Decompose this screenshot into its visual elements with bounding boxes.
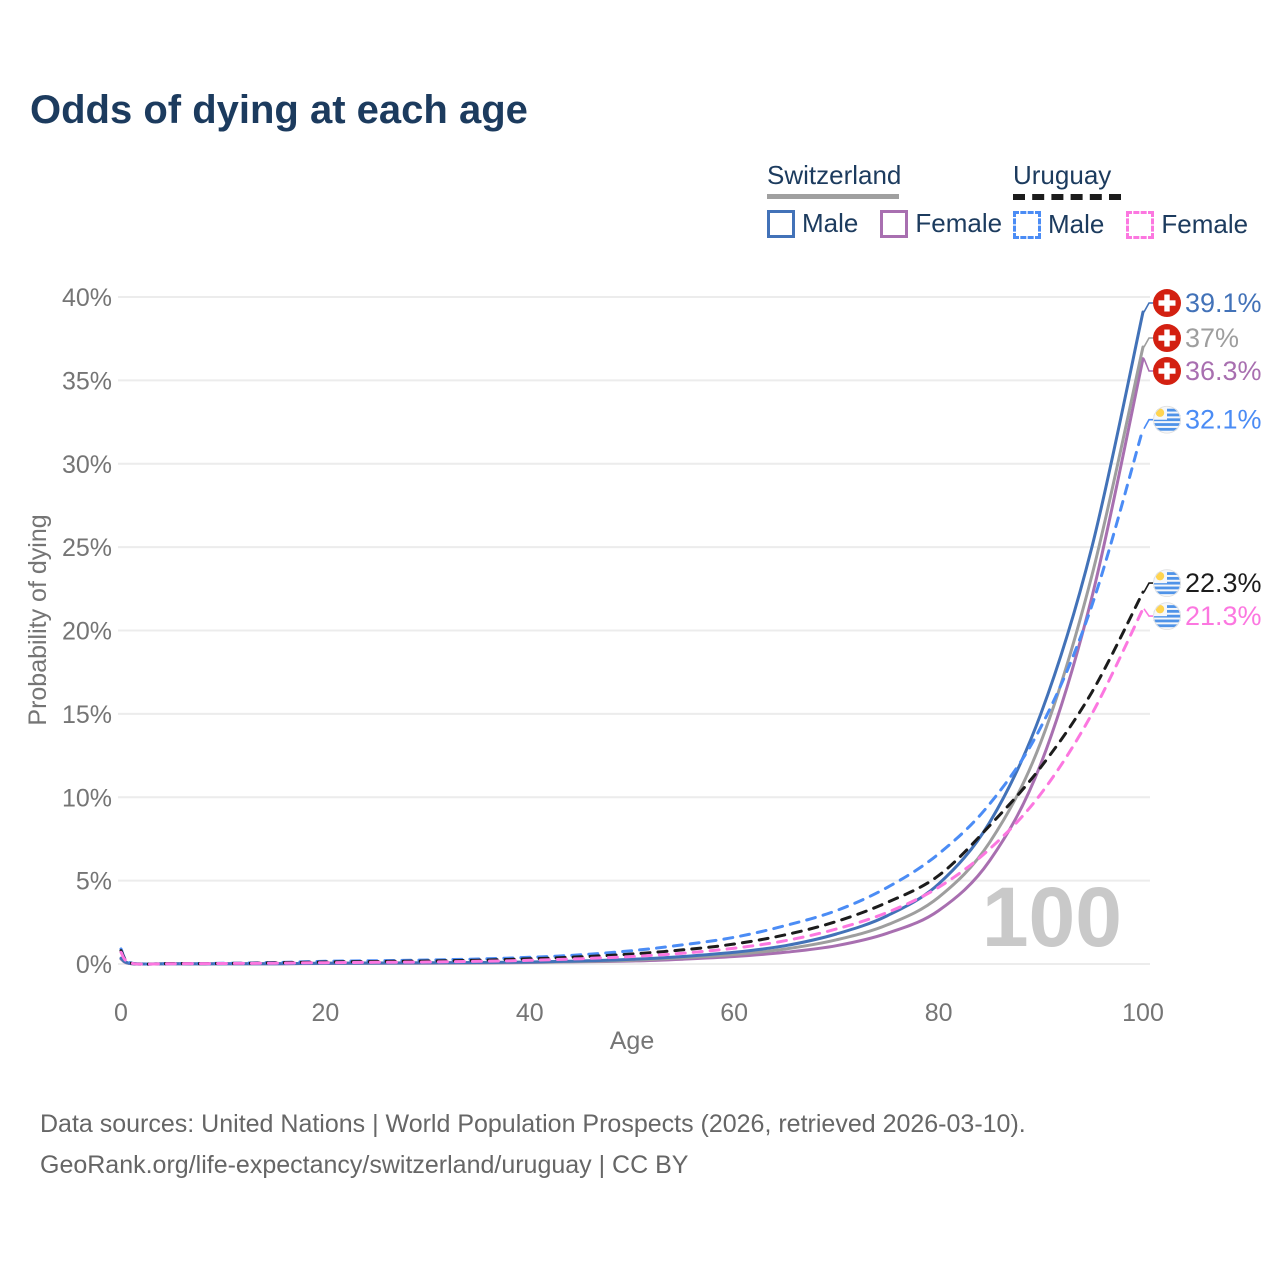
end-label-value: 32.1% [1185, 405, 1262, 435]
uruguay-flag-icon [1153, 405, 1181, 434]
end-label-value: 22.3% [1185, 568, 1262, 598]
end-label-value: 39.1% [1185, 288, 1262, 318]
end-label-value: 21.3% [1185, 601, 1262, 631]
legend-label: Female [915, 208, 1003, 238]
y-axis-tick-labels: 0% 5% 10% 15% 20% 25% 30% 35% 40% [62, 284, 112, 979]
end-label-uruguay-both: 22.3% [1143, 568, 1262, 598]
y-tick-label: 0% [76, 951, 112, 979]
legend-underline-uruguay [1013, 194, 1121, 200]
y-tick-label: 20% [62, 618, 112, 646]
swatch-dashed-female [1126, 210, 1155, 239]
y-tick-label: 5% [76, 868, 112, 896]
x-tick-label: 20 [311, 999, 339, 1027]
y-tick-label: 35% [62, 367, 112, 395]
series-line-switzerland-male [119, 310, 1145, 966]
y-axis-title: Probability of dying [24, 514, 52, 725]
label-leader-line [1143, 608, 1153, 617]
legend-item-switzerland-female[interactable]: Female [880, 208, 1002, 239]
legend-country-uruguay: Uruguay [1013, 160, 1112, 190]
watermark-age-100: 100 [982, 870, 1122, 964]
series-line-uruguay-female [119, 607, 1145, 966]
x-tick-label: 0 [114, 999, 128, 1027]
legend-underline-switzerland [767, 194, 899, 199]
y-tick-label: 15% [62, 701, 112, 729]
footer-data-sources: Data sources: United Nations | World Pop… [40, 1110, 1026, 1138]
y-tick-label: 10% [62, 784, 112, 812]
y-tick-label: 25% [62, 534, 112, 562]
series-lines [119, 310, 1145, 966]
page-title: Odds of dying at each age [30, 88, 528, 132]
footer-attribution: GeoRank.org/life-expectancy/switzerland/… [40, 1151, 689, 1179]
switzerland-flag-icon [1153, 289, 1181, 318]
legend-country-switzerland: Switzerland [767, 160, 902, 190]
x-axis-tick-labels: 0 20 40 60 80 100 [114, 999, 1164, 1027]
end-label-value: 37% [1185, 323, 1239, 353]
uruguay-flag-icon [1153, 602, 1181, 631]
y-tick-label: 30% [62, 451, 112, 479]
legend-group-switzerland: Switzerland Male Female [767, 160, 1002, 239]
y-tick-label: 40% [62, 284, 112, 312]
uruguay-flag-icon [1153, 569, 1181, 598]
x-axis-title: Age [610, 1027, 654, 1055]
end-label-switzerland-male: 39.1% [1143, 288, 1262, 318]
swatch-solid-female [880, 209, 909, 238]
swatch-solid-male [767, 209, 795, 238]
label-leader-line [1143, 582, 1153, 593]
x-tick-label: 40 [516, 999, 544, 1027]
switzerland-flag-icon [1153, 324, 1181, 353]
legend-item-uruguay-male[interactable]: Male [1013, 209, 1104, 240]
footer: Data sources: United Nations | World Pop… [40, 1104, 1026, 1186]
gridlines [118, 296, 1150, 965]
end-label-value: 36.3% [1185, 356, 1262, 386]
legend-item-uruguay-female[interactable]: Female [1126, 209, 1248, 240]
legend-label: Male [802, 208, 859, 238]
legend-group-uruguay: Uruguay Male Female [1013, 160, 1248, 240]
switzerland-flag-icon [1153, 357, 1181, 386]
x-tick-label: 80 [925, 999, 953, 1027]
end-label-uruguay-male: 32.1% [1143, 405, 1262, 435]
end-label-switzerland-female: 36.3% [1143, 356, 1262, 386]
end-label-uruguay-female: 21.3% [1143, 601, 1262, 631]
label-leader-line [1143, 418, 1153, 430]
label-leader-line [1143, 337, 1153, 348]
x-tick-label: 60 [720, 999, 748, 1027]
end-labels: 39.1% 37%36.3% 32.1% 22.3%21.3% [1143, 288, 1262, 631]
label-leader-line [1143, 302, 1153, 313]
label-leader-line [1143, 358, 1153, 372]
x-tick-label: 100 [1122, 999, 1164, 1027]
end-label-switzerland-both: 37% [1143, 323, 1239, 353]
swatch-dashed-male [1013, 210, 1041, 239]
legend-label: Male [1048, 209, 1105, 239]
legend-label: Female [1161, 209, 1249, 239]
legend-item-switzerland-male[interactable]: Male [767, 208, 858, 239]
